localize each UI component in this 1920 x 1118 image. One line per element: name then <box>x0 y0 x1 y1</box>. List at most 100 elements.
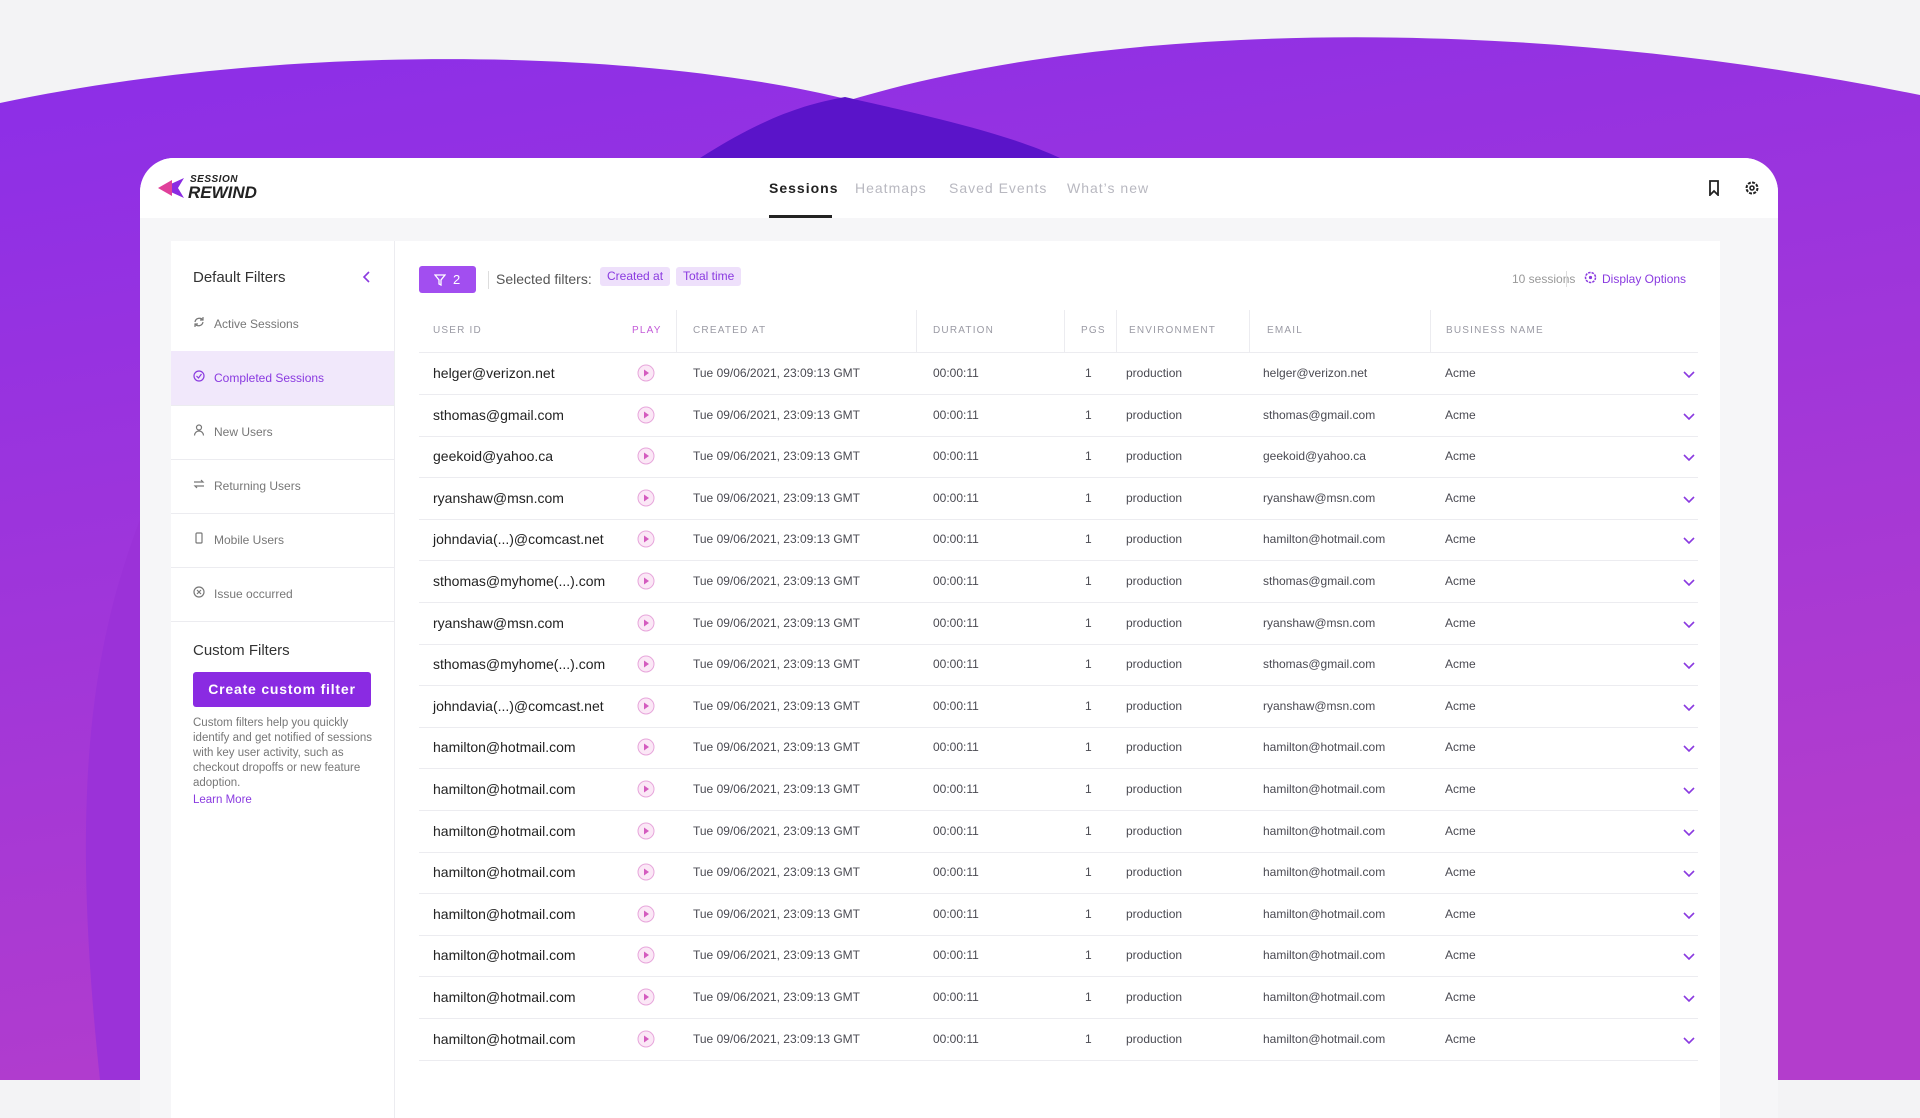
expand-chevron[interactable] <box>1682 409 1696 420</box>
expand-chevron[interactable] <box>1682 700 1696 711</box>
table-row[interactable]: johndavia(...)@comcast.net Tue 09/06/2021… <box>419 686 1698 728</box>
play-button[interactable] <box>637 614 655 632</box>
column-header: USER ID <box>433 325 482 336</box>
play-button[interactable] <box>637 530 655 548</box>
table-row[interactable]: sthomas@myhome(...).com Tue 09/06/2021, 2… <box>419 644 1698 687</box>
cell: Acme <box>1445 865 1476 880</box>
play-button[interactable] <box>637 738 655 756</box>
cell: Acme <box>1445 574 1476 588</box>
cell: production <box>1126 532 1183 547</box>
display-options[interactable]: Display Options <box>1602 272 1687 286</box>
table-row[interactable]: sthomas@gmail.com Tue 09/06/2021, 23:09:1… <box>419 395 1698 437</box>
table-row[interactable]: ryanshaw@msn.com Tue 09/06/2021, 23:09:13… <box>419 603 1698 645</box>
expand-chevron[interactable] <box>1682 575 1696 587</box>
play-button[interactable] <box>637 406 655 424</box>
play-button[interactable] <box>637 905 655 923</box>
cell: Tue 09/06/2021, 23:09:13 GMT <box>693 823 860 838</box>
cell: Acme <box>1445 823 1476 838</box>
filter-chip[interactable]: Created at <box>600 267 671 286</box>
cell: Acme <box>1445 782 1476 796</box>
column-header[interactable]: DURATION <box>933 325 995 336</box>
expand-chevron[interactable] <box>1682 949 1696 961</box>
settings-icon[interactable] <box>1744 180 1760 196</box>
cell: production <box>1126 698 1183 713</box>
filter-count: 2 <box>453 272 461 287</box>
table-row[interactable]: hamilton@hotmail.com Tue 09/06/2021, 23:0… <box>419 852 1698 895</box>
nav-tab[interactable]: What’s new <box>1067 180 1150 196</box>
play-button[interactable] <box>637 364 655 382</box>
play-button[interactable] <box>637 988 655 1006</box>
play-button[interactable] <box>637 447 655 465</box>
play-button[interactable] <box>637 780 655 798</box>
cell: 1 <box>1085 574 1092 588</box>
filter-chip[interactable]: Total time <box>676 267 742 286</box>
play-button[interactable] <box>637 946 655 964</box>
play-button[interactable] <box>637 863 655 881</box>
cell: Acme <box>1445 532 1476 547</box>
expand-chevron[interactable] <box>1682 1033 1696 1044</box>
learn-more-link[interactable]: Learn More <box>193 794 252 806</box>
table-row[interactable]: ryanshaw@msn.com Tue 09/06/2021, 23:09:13… <box>419 478 1698 520</box>
expand-chevron[interactable] <box>1682 533 1696 545</box>
app-window: SESSION REWIND Sessions Heatmaps Saved E… <box>140 158 1778 1118</box>
expand-chevron[interactable] <box>1682 825 1696 836</box>
table-row[interactable]: helger@verizon.net Tue 09/06/2021, 23:09:… <box>419 353 1698 395</box>
nav-tab[interactable]: Heatmaps <box>855 180 927 196</box>
expand-chevron[interactable] <box>1682 741 1696 753</box>
table-row[interactable]: sthomas@myhome(...).com Tue 09/06/2021, 2… <box>419 561 1698 603</box>
table-row[interactable]: hamilton@hotmail.com Tue 09/06/2021, 23:0… <box>419 769 1698 811</box>
cell: 00:00:11 <box>933 740 979 755</box>
table-row[interactable]: hamilton@hotmail.com Tue 09/06/2021, 23:0… <box>419 935 1698 978</box>
nav-tab[interactable]: Sessions <box>769 180 839 196</box>
cell: johndavia(...)@comcast.net <box>433 697 604 714</box>
table-row[interactable]: hamilton@hotmail.com Tue 09/06/2021, 23:0… <box>419 727 1698 770</box>
cell: 1 <box>1085 698 1092 713</box>
table-row[interactable]: johndavia(...)@comcast.net Tue 09/06/2021… <box>419 519 1698 562</box>
cell: hamilton@hotmail.com <box>433 781 576 797</box>
logo-top: SESSION <box>190 174 238 185</box>
expand-chevron[interactable] <box>1682 450 1696 462</box>
expand-chevron[interactable] <box>1682 658 1696 670</box>
cell: 00:00:11 <box>933 698 979 713</box>
play-button[interactable] <box>637 489 655 507</box>
table-row[interactable]: hamilton@hotmail.com Tue 09/06/2021, 23:0… <box>419 894 1698 936</box>
filter-item[interactable]: Returning Users <box>171 459 394 514</box>
column-header[interactable]: CREATED AT <box>693 325 767 336</box>
play-button[interactable] <box>637 655 655 673</box>
table-row[interactable]: hamilton@hotmail.com Tue 09/06/2021, 23:0… <box>419 977 1698 1019</box>
table-row[interactable]: geekoid@yahoo.ca Tue 09/06/2021, 23:09:13… <box>419 436 1698 479</box>
expand-chevron[interactable] <box>1682 991 1696 1003</box>
filter-button[interactable]: 2 <box>419 266 476 293</box>
play-button[interactable] <box>637 822 655 840</box>
filter-item[interactable]: New Users <box>171 405 394 460</box>
filter-item[interactable]: Active Sessions <box>171 297 394 352</box>
table-row[interactable]: hamilton@hotmail.com Tue 09/06/2021, 23:0… <box>419 1019 1698 1061</box>
collapse-icon[interactable] <box>361 270 373 284</box>
filter-item[interactable]: Completed Sessions <box>171 351 394 406</box>
expand-chevron[interactable] <box>1682 783 1696 795</box>
cell: 00:00:11 <box>933 782 979 796</box>
cell: 00:00:11 <box>933 990 979 1004</box>
filter-item[interactable]: Mobile Users <box>171 513 394 568</box>
filters-label: Selected filters: <box>496 271 592 287</box>
cell: 00:00:11 <box>933 532 979 547</box>
bookmark-icon[interactable] <box>1707 180 1721 196</box>
expand-chevron[interactable] <box>1682 908 1696 919</box>
play-button[interactable] <box>637 697 655 715</box>
column-header: EMAIL <box>1267 325 1304 336</box>
nav-tab[interactable]: Saved Events <box>949 180 1048 196</box>
cell: 00:00:11 <box>933 615 979 630</box>
play-button[interactable] <box>637 1030 655 1048</box>
filter-item[interactable]: Issue occurred <box>171 567 394 622</box>
expand-chevron[interactable] <box>1682 617 1696 628</box>
column-header: BUSINESS NAME <box>1446 325 1544 336</box>
cell: Acme <box>1445 698 1476 713</box>
expand-chevron[interactable] <box>1682 492 1696 503</box>
expand-chevron[interactable] <box>1682 367 1696 379</box>
cell: sthomas@gmail.com <box>1263 407 1376 422</box>
create-filter-button[interactable]: Create custom filter <box>193 672 371 707</box>
table-row[interactable]: hamilton@hotmail.com Tue 09/06/2021, 23:0… <box>419 811 1698 853</box>
expand-chevron[interactable] <box>1682 866 1696 878</box>
cell: Tue 09/06/2021, 23:09:13 GMT <box>693 490 860 505</box>
play-button[interactable] <box>637 572 655 590</box>
